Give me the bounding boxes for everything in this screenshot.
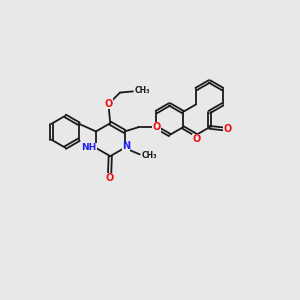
Text: NH: NH	[81, 143, 96, 152]
Text: O: O	[105, 99, 113, 109]
Text: O: O	[106, 173, 114, 183]
Text: O: O	[193, 134, 201, 144]
Text: CH₃: CH₃	[134, 86, 150, 95]
Text: CH₃: CH₃	[142, 151, 157, 160]
Text: N: N	[122, 142, 130, 152]
Text: O: O	[152, 122, 160, 132]
Text: O: O	[223, 124, 232, 134]
